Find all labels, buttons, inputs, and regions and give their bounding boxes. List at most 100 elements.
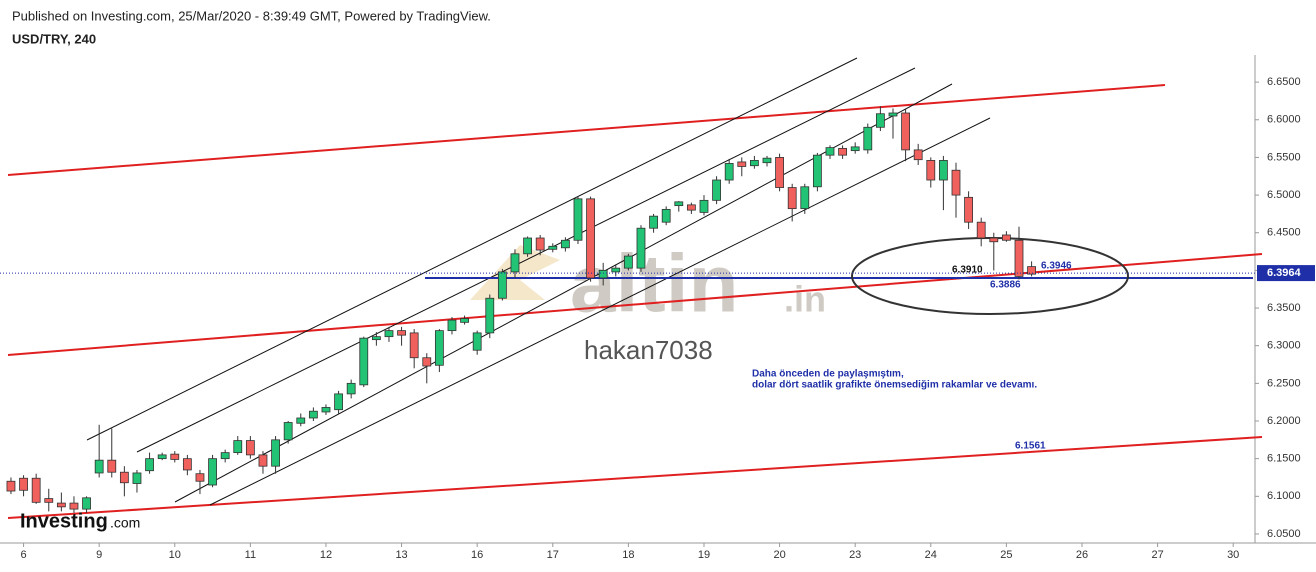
candle-body — [422, 357, 432, 367]
y-tick-label: 6.6000 — [1267, 114, 1301, 126]
candle-body — [888, 112, 898, 117]
candle-body — [686, 204, 696, 211]
x-tick-label: 18 — [622, 549, 634, 561]
candle-body — [170, 453, 180, 460]
trend-lines — [7, 57, 1263, 519]
y-tick-label: 6.4500 — [1267, 227, 1301, 239]
candle-body — [346, 382, 356, 395]
candle-body — [674, 201, 684, 207]
candle-body — [649, 215, 658, 229]
candle-body — [611, 267, 621, 273]
candle-body — [220, 452, 230, 460]
candle-body — [434, 330, 444, 366]
candle-body — [409, 332, 419, 359]
y-tick-label: 6.5000 — [1267, 189, 1301, 201]
candle-body — [132, 472, 142, 484]
candle-body — [712, 179, 721, 201]
candle-body — [573, 198, 583, 241]
watermark-suffix: .in — [784, 279, 826, 320]
candle-body — [271, 439, 280, 467]
x-tick-label: 19 — [698, 549, 710, 561]
x-tick-label: 9 — [96, 549, 102, 561]
candle-body — [1001, 234, 1011, 241]
candle-body — [901, 112, 910, 151]
candle-body — [863, 126, 873, 151]
candle-body — [107, 459, 117, 473]
candle-body — [850, 146, 860, 152]
candle-body — [472, 332, 482, 351]
last-price-label: 6.3964 — [1267, 267, 1302, 279]
x-tick-label: 12 — [320, 549, 332, 561]
trend-line — [7, 84, 1166, 176]
channel-line — [136, 67, 916, 453]
candle-body — [623, 255, 633, 269]
symbol: USD/TRY, 240 — [12, 31, 96, 46]
y-tick-label: 6.3500 — [1267, 302, 1301, 314]
candle-body — [208, 458, 217, 486]
candle-body — [951, 169, 961, 196]
candle-body — [510, 253, 520, 273]
author: hakan7038 — [584, 335, 713, 365]
candle-body — [775, 157, 784, 188]
candle-body — [1014, 239, 1024, 277]
candle-body — [875, 113, 885, 128]
y-tick-label: 6.0500 — [1267, 528, 1301, 540]
candle-body — [119, 471, 129, 484]
candle-body — [157, 454, 167, 460]
y-tick-label: 6.2000 — [1267, 415, 1301, 427]
annotation: 6.3886 — [990, 280, 1021, 291]
y-tick-label: 6.1500 — [1267, 453, 1301, 465]
candle-body — [964, 196, 973, 223]
candle-body — [258, 454, 268, 467]
candle-body — [31, 477, 41, 503]
candle-body — [1027, 266, 1036, 275]
candle-body — [69, 502, 79, 510]
y-tick-label: 6.5500 — [1267, 151, 1301, 163]
trend-line — [7, 253, 1263, 356]
candle-body — [296, 417, 306, 424]
candle-body — [699, 199, 709, 213]
candle-body — [762, 157, 772, 164]
annotation: dolar dört saatlik grafikte önemsediğim … — [752, 380, 1037, 391]
candle-body — [812, 154, 822, 188]
candle-body — [94, 459, 104, 474]
candle-body — [938, 160, 948, 181]
x-tick-label: 27 — [1151, 549, 1163, 561]
candle-body — [636, 227, 646, 269]
candle-body — [976, 221, 986, 239]
candle-body — [586, 198, 595, 279]
candle-body — [787, 187, 797, 210]
candle-body — [913, 149, 923, 161]
x-tick-label: 6 — [21, 549, 27, 561]
annotation: Daha önceden de paylaşmıştım, — [752, 369, 904, 380]
trend-line — [7, 436, 1263, 519]
candle-body — [359, 337, 369, 386]
x-tick-label: 16 — [471, 549, 483, 561]
candle-body — [749, 160, 759, 167]
y-tick-label: 6.6500 — [1267, 76, 1301, 88]
x-tick-label: 17 — [547, 549, 559, 561]
candle-body — [56, 502, 66, 508]
candle-body — [926, 160, 936, 181]
x-tick-label: 11 — [245, 549, 256, 561]
candle-body — [195, 473, 205, 482]
published-note: Published on Investing.com, 25/Mar/2020 … — [12, 8, 491, 23]
candle-body — [598, 269, 608, 279]
candle-body — [19, 477, 28, 491]
candle-body — [838, 147, 847, 156]
candle-body — [283, 422, 293, 441]
annotation: 6.3946 — [1041, 261, 1072, 272]
candle-body — [44, 498, 54, 503]
watermark: altin .in hakan7038 — [470, 239, 826, 365]
candle-body — [182, 458, 192, 471]
candle-body — [535, 237, 545, 251]
channel-line — [86, 57, 858, 441]
candle-body — [548, 245, 558, 250]
candles — [6, 106, 1036, 513]
candle-body — [661, 208, 671, 223]
x-tick-label: 10 — [169, 549, 181, 561]
channel-line — [209, 117, 991, 506]
candle-body — [447, 319, 457, 332]
x-tick-label: 30 — [1227, 549, 1239, 561]
